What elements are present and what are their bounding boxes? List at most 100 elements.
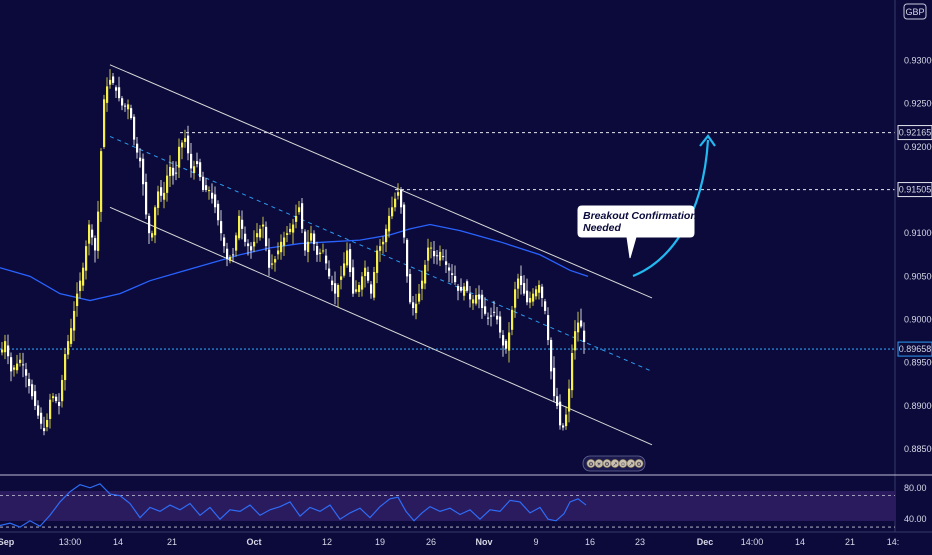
candle[interactable] [571, 344, 574, 398]
candle[interactable] [568, 379, 571, 423]
candle[interactable] [55, 394, 58, 404]
candle[interactable] [13, 364, 16, 377]
candle[interactable] [61, 374, 64, 408]
candle[interactable] [475, 288, 478, 306]
candle[interactable] [547, 307, 550, 346]
candle[interactable] [373, 266, 376, 301]
candle[interactable] [271, 254, 274, 270]
candle[interactable] [451, 264, 454, 284]
candle[interactable] [481, 289, 484, 319]
candle[interactable] [259, 224, 262, 241]
candle[interactable] [64, 347, 67, 391]
candle[interactable] [334, 271, 337, 305]
candle[interactable] [10, 352, 13, 382]
candle[interactable] [433, 241, 436, 264]
candle[interactable] [418, 283, 421, 305]
candle[interactable] [250, 242, 253, 259]
candle[interactable] [43, 416, 46, 436]
candle[interactable] [187, 125, 190, 161]
candle[interactable] [118, 76, 121, 102]
candle[interactable] [496, 306, 499, 325]
candle[interactable] [388, 207, 391, 238]
candle[interactable] [286, 225, 289, 243]
candle[interactable] [490, 307, 493, 327]
candle[interactable] [550, 337, 553, 380]
candle[interactable] [403, 202, 406, 244]
candle[interactable] [109, 69, 112, 89]
candle[interactable] [262, 216, 265, 239]
candle[interactable] [292, 218, 295, 244]
candle[interactable] [361, 271, 364, 297]
candle[interactable] [463, 282, 466, 301]
candle[interactable] [211, 183, 214, 204]
candle[interactable] [523, 275, 526, 296]
candle[interactable] [313, 230, 316, 251]
candle[interactable] [370, 281, 373, 299]
candle[interactable] [307, 229, 310, 263]
candle[interactable] [76, 282, 79, 317]
candle[interactable] [265, 221, 268, 252]
candle[interactable] [268, 238, 271, 276]
candle[interactable] [82, 262, 85, 292]
candle[interactable] [19, 352, 22, 367]
candle[interactable] [553, 356, 556, 403]
candle[interactable] [400, 186, 403, 214]
candle[interactable] [142, 153, 145, 196]
candle[interactable] [217, 200, 220, 226]
candle[interactable] [223, 234, 226, 253]
candle[interactable] [256, 223, 259, 244]
candle[interactable] [232, 247, 235, 263]
currency-badge-frame[interactable] [903, 3, 927, 20]
candle[interactable] [376, 245, 379, 284]
candle[interactable] [397, 183, 400, 200]
candle[interactable] [520, 265, 523, 295]
candle[interactable] [337, 283, 340, 308]
candle[interactable] [346, 242, 349, 268]
candle[interactable] [412, 295, 415, 316]
candle[interactable] [289, 223, 292, 235]
candle[interactable] [163, 181, 166, 209]
candle[interactable] [304, 229, 307, 256]
candle[interactable] [469, 286, 472, 308]
candle[interactable] [199, 158, 202, 181]
candle[interactable] [97, 200, 100, 259]
candle[interactable] [310, 225, 313, 243]
candle[interactable] [466, 279, 469, 293]
candle[interactable] [25, 362, 28, 388]
candle[interactable] [205, 178, 208, 193]
candle[interactable] [79, 272, 82, 299]
candle[interactable] [31, 379, 34, 400]
candle[interactable] [112, 72, 115, 86]
event-icons-toolbar[interactable]: ⚙ ☀ ⚙ ↗ ☺ ↗ ⚙ [582, 455, 646, 472]
candle[interactable] [193, 160, 196, 180]
candle[interactable] [565, 406, 568, 430]
candle[interactable] [430, 241, 433, 259]
candle[interactable] [406, 238, 409, 283]
candle[interactable] [49, 393, 52, 429]
candle[interactable] [229, 254, 232, 264]
candle[interactable] [247, 239, 250, 256]
candle[interactable] [478, 285, 481, 309]
candle[interactable] [583, 322, 586, 354]
candle[interactable] [328, 260, 331, 280]
candle[interactable] [508, 322, 511, 363]
candle[interactable] [103, 94, 106, 150]
candle[interactable] [151, 230, 154, 242]
candle[interactable] [298, 200, 301, 215]
candle[interactable] [331, 275, 334, 292]
candle[interactable] [574, 320, 577, 360]
candle[interactable] [559, 394, 562, 430]
candle[interactable] [340, 265, 343, 290]
candle[interactable] [409, 268, 412, 305]
candle[interactable] [283, 231, 286, 257]
candle[interactable] [517, 273, 520, 299]
candle[interactable] [178, 138, 181, 178]
candle[interactable] [52, 393, 55, 403]
candle[interactable] [484, 297, 487, 316]
event-icon[interactable] [634, 458, 644, 468]
candle[interactable] [352, 259, 355, 297]
candlesticks[interactable] [1, 69, 586, 436]
channel-upper-line[interactable] [109, 64, 653, 299]
candle[interactable] [355, 280, 358, 294]
